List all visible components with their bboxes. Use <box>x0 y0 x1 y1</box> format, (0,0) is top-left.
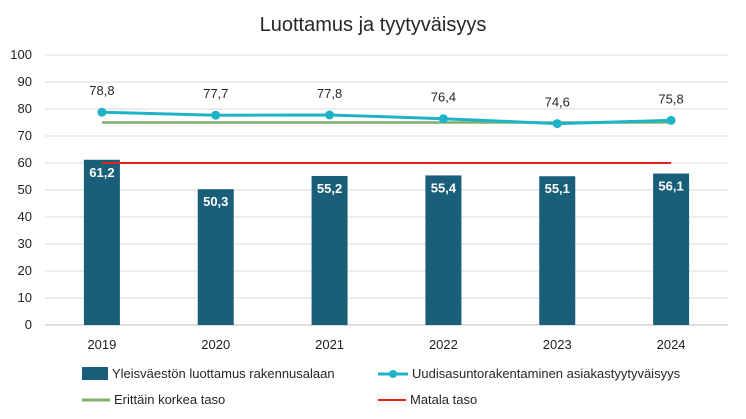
legend-swatch-satisfaction-marker <box>389 370 397 378</box>
bar <box>197 189 234 325</box>
bar-data-label: 55,4 <box>431 180 457 195</box>
y-tick-label: 80 <box>18 101 32 116</box>
x-tick-label: 2020 <box>201 337 230 352</box>
y-tick-label: 100 <box>10 47 32 62</box>
x-tick-label: 2022 <box>429 337 458 352</box>
satisfaction-data-label: 77,7 <box>203 86 228 101</box>
legend-item-satisfaction: Uudisasuntorakentaminen asiakastyytyväis… <box>378 366 681 381</box>
y-tick-label: 0 <box>25 317 32 332</box>
x-tick-label: 2021 <box>315 337 344 352</box>
satisfaction-line <box>101 110 672 126</box>
y-tick-label: 90 <box>18 74 32 89</box>
bar-data-label: 55,1 <box>545 181 570 196</box>
satisfaction-point <box>666 115 676 125</box>
gridlines <box>45 54 728 326</box>
satisfaction-data-label: 75,8 <box>658 91 683 106</box>
legend: Yleisväestön luottamus rakennusalaan Uud… <box>82 366 681 407</box>
bar <box>83 159 120 325</box>
line-series: 78,8 77,7 77,8 76,4 74,6 75,8 <box>89 83 684 129</box>
y-tick-label: 50 <box>18 182 32 197</box>
bar <box>653 173 690 325</box>
y-tick-label: 70 <box>18 128 32 143</box>
bar-data-label: 50,3 <box>203 194 228 209</box>
bar-data-label: 61,2 <box>89 165 114 180</box>
y-tick-label: 30 <box>18 236 32 251</box>
y-axis-ticks: 0 10 20 30 40 50 60 70 80 90 100 <box>10 47 32 332</box>
chart-title: Luottamus ja tyytyväisyys <box>260 14 487 36</box>
legend-item-bar: Yleisväestön luottamus rakennusalaan <box>82 366 335 381</box>
satisfaction-data-label: 76,4 <box>431 90 456 105</box>
bar <box>311 175 348 325</box>
x-axis-ticks: 2019 2020 2021 2022 2023 2024 <box>87 337 685 352</box>
legend-item-low: Matala taso <box>378 392 477 407</box>
legend-label-bar: Yleisväestön luottamus rakennusalaan <box>112 366 335 381</box>
satisfaction-point <box>438 114 448 124</box>
legend-label-low: Matala taso <box>410 392 477 407</box>
legend-label-high: Erittäin korkea taso <box>114 392 225 407</box>
satisfaction-point <box>325 110 335 120</box>
y-tick-label: 10 <box>18 290 32 305</box>
satisfaction-data-label: 77,8 <box>317 86 342 101</box>
satisfaction-point <box>552 119 562 129</box>
satisfaction-point <box>211 110 221 120</box>
reference-lines <box>101 121 672 164</box>
x-tick-label: 2019 <box>87 337 116 352</box>
y-tick-label: 20 <box>18 263 32 278</box>
y-tick-label: 60 <box>18 155 32 170</box>
x-tick-label: 2024 <box>657 337 686 352</box>
bar-data-label: 55,2 <box>317 181 342 196</box>
y-tick-label: 40 <box>18 209 32 224</box>
x-tick-label: 2023 <box>543 337 572 352</box>
bar <box>539 176 576 325</box>
legend-swatch-bar <box>82 367 108 380</box>
satisfaction-point <box>97 107 107 117</box>
bar-series: 61,2 50,3 55,2 55,4 55,1 56,1 <box>83 159 690 325</box>
bar <box>425 175 462 325</box>
satisfaction-data-label: 78,8 <box>89 83 114 98</box>
bar-data-label: 56,1 <box>658 179 683 194</box>
satisfaction-data-label: 74,6 <box>545 95 570 110</box>
legend-item-high: Erittäin korkea taso <box>82 392 225 407</box>
legend-label-satisfaction: Uudisasuntorakentaminen asiakastyytyväis… <box>412 366 681 381</box>
